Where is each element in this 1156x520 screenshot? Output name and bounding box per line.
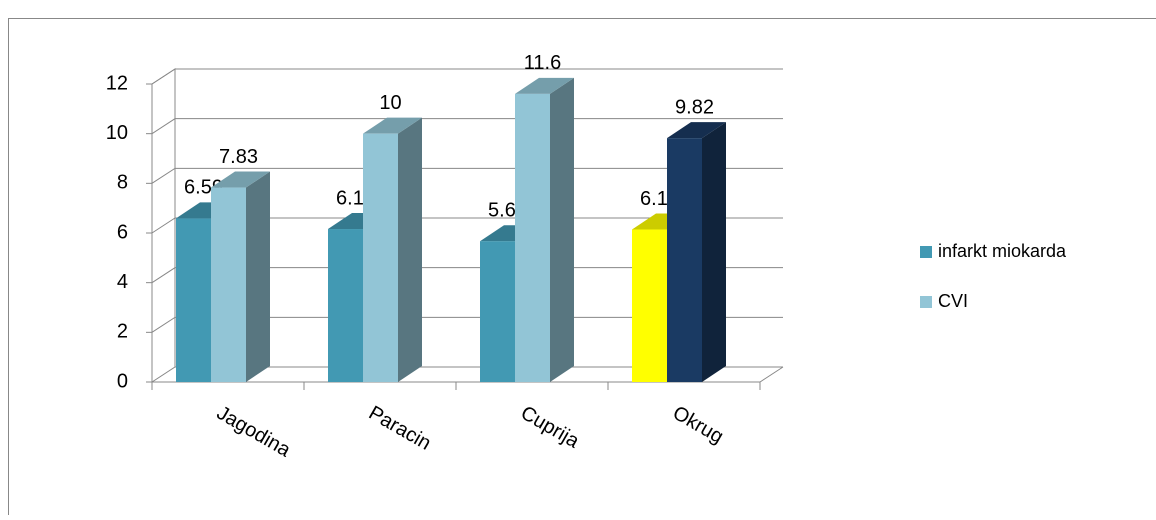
bar <box>211 172 270 382</box>
bar-side <box>246 172 270 382</box>
bar <box>515 78 574 382</box>
legend-text: infarkt miokarda <box>938 241 1067 261</box>
y-tick-label: 2 <box>117 321 128 343</box>
bar <box>363 118 422 382</box>
y-tick-label: 6 <box>117 221 128 243</box>
y-tick-label: 4 <box>117 271 128 293</box>
bar-front <box>211 188 246 382</box>
y-tick-label: 12 <box>106 72 128 94</box>
data-label: 11.6 <box>524 52 561 74</box>
y-tick-label: 8 <box>117 172 128 194</box>
bar-front <box>363 134 398 382</box>
bar-front <box>328 229 363 382</box>
y-tick-label: 0 <box>117 370 128 392</box>
bar <box>667 122 726 382</box>
bar-front <box>176 218 211 382</box>
data-label: 7.83 <box>219 146 258 168</box>
legend-swatch <box>920 246 932 258</box>
bar-side <box>702 122 726 382</box>
data-label: 9.82 <box>675 96 714 118</box>
bar-front <box>667 138 702 382</box>
data-label: 10 <box>379 92 401 114</box>
bar-side <box>398 118 422 382</box>
y-tick-label: 10 <box>106 122 128 144</box>
legend-text: CVI <box>938 291 968 311</box>
bar-front <box>515 94 550 382</box>
bar-front <box>480 241 515 382</box>
bar-side <box>550 78 574 382</box>
bar-front <box>632 230 667 382</box>
legend-swatch <box>920 296 932 308</box>
